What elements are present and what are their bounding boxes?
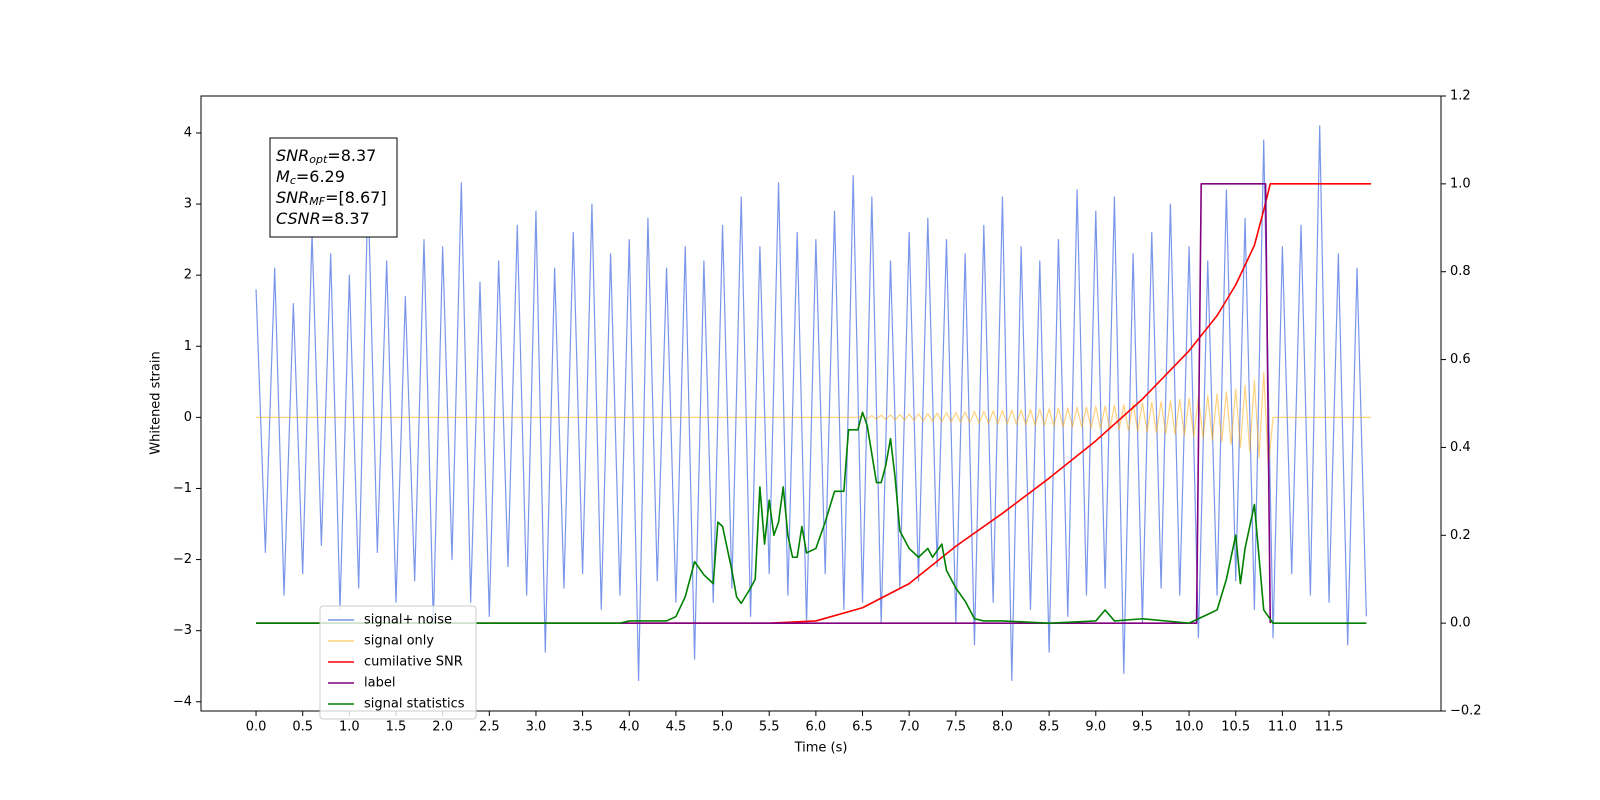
legend-label: signal statistics: [364, 697, 465, 712]
legend-label: label: [364, 676, 395, 691]
legend-label: signal+ noise: [364, 613, 452, 628]
y2-tick-label: 0.6: [1450, 352, 1471, 367]
y2-tick-label: 1.0: [1450, 176, 1471, 191]
x-tick-label: 7.5: [945, 720, 966, 735]
series-line: [256, 183, 1372, 624]
x-tick-label: 3.0: [526, 720, 547, 735]
y-axis-label: Whitened strain: [149, 351, 164, 454]
x-tick-label: 6.0: [806, 720, 827, 735]
annotation-symbol: SNR: [276, 146, 309, 165]
x-tick-label: 6.5: [852, 720, 873, 735]
legend: signal+ noise signal only cumilative SNR la…: [319, 605, 477, 720]
plot-frame: [200, 95, 1442, 712]
series-line: [256, 371, 1372, 468]
y-tick-label: 2: [184, 268, 192, 283]
x-tick-label: 5.5: [759, 720, 780, 735]
x-tick-label: 9.0: [1085, 720, 1106, 735]
annotation-frame: [269, 137, 398, 238]
y-tick-label: −1: [173, 481, 192, 496]
x-tick-label: 8.5: [1039, 720, 1060, 735]
x-tick-label: 1.0: [339, 720, 360, 735]
x-tick-label: 2.0: [432, 720, 453, 735]
y-tick-label: −3: [173, 623, 192, 638]
legend-frame: [319, 605, 477, 720]
y-tick-label: −2: [173, 552, 192, 567]
y-tick-label: −4: [173, 694, 192, 709]
annotation-text: =8.37: [321, 209, 370, 228]
x-tick-label: 1.5: [386, 720, 407, 735]
annotation-line: SNRopt=8.37: [276, 146, 376, 167]
annotation-line: SNRMF=[8.67]: [276, 188, 387, 209]
annotation-symbol: M: [276, 167, 290, 186]
x-tick-label: 0.0: [246, 720, 267, 735]
annotation-line: Mc=6.29: [276, 167, 345, 188]
x-tick-label: 4.5: [666, 720, 687, 735]
annotation-subscript: c: [290, 174, 296, 187]
x-tick-label: 3.5: [572, 720, 593, 735]
x-tick-label: 8.0: [992, 720, 1013, 735]
x-tick-label: 10.5: [1221, 720, 1250, 735]
x-tick-label: 7.0: [899, 720, 920, 735]
x-tick-label: 11.5: [1315, 720, 1344, 735]
x-tick-label: 10.0: [1175, 720, 1204, 735]
x-axis-label: Time (s): [794, 741, 848, 756]
x-tick-label: 11.0: [1268, 720, 1297, 735]
series-line: [256, 411, 1367, 624]
y-tick-label: 0: [184, 410, 192, 425]
annotation-text: =6.29: [296, 167, 345, 186]
annotation-symbol: SNR: [276, 188, 309, 207]
annotation-subscript: opt: [309, 153, 328, 166]
y-tick-label: 3: [184, 197, 192, 212]
y2-tick-label: 0.4: [1450, 440, 1471, 455]
y2-tick-label: 1.2: [1450, 89, 1471, 104]
series-line: [255, 125, 1367, 682]
annotation-text: =[8.67]: [325, 188, 387, 207]
legend-label: signal only: [364, 634, 434, 649]
annotation-text: =8.37: [327, 146, 376, 165]
y-tick-label: 4: [184, 125, 192, 140]
annotation-symbol: CSNR: [276, 209, 321, 228]
legend-label: cumilative SNR: [364, 655, 463, 670]
x-tick-label: 9.5: [1132, 720, 1153, 735]
x-tick-label: 2.5: [479, 720, 500, 735]
y2-tick-label: −0.2: [1450, 704, 1482, 719]
annotation-line: CSNR=8.37: [276, 209, 370, 228]
x-tick-label: 0.5: [292, 720, 313, 735]
y2-tick-label: 0.2: [1450, 528, 1471, 543]
annotation-subscript: MF: [309, 195, 325, 208]
x-tick-label: 4.0: [619, 720, 640, 735]
series-line: [256, 183, 1272, 624]
y-tick-label: 1: [184, 339, 192, 354]
x-tick-label: 5.0: [712, 720, 733, 735]
y2-tick-label: 0.8: [1450, 264, 1471, 279]
y2-tick-label: 0.0: [1450, 616, 1471, 631]
